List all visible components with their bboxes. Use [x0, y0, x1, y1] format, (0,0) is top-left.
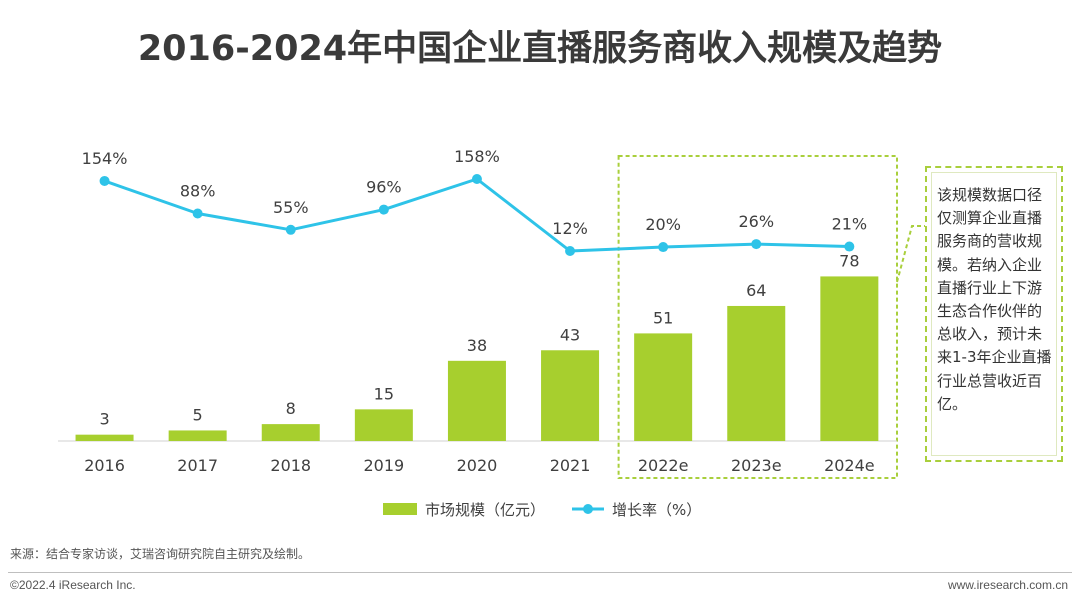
growth-point-2016 — [99, 175, 110, 186]
x-tick-label: 2023e — [731, 456, 782, 475]
growth-value-label: 26% — [738, 212, 774, 231]
bar-2024e — [820, 276, 879, 441]
bar-value-label: 3 — [99, 410, 109, 429]
legend-label-line: 增长率（%） — [612, 501, 701, 519]
bar-2022e — [634, 333, 693, 441]
growth-point-2024e — [844, 241, 855, 252]
bar-2020 — [447, 360, 506, 441]
x-tick-label: 2020 — [457, 456, 498, 475]
growth-point-2021 — [565, 246, 576, 256]
bar-2018 — [261, 424, 320, 441]
growth-point-2019 — [378, 204, 389, 215]
forecast-box — [617, 155, 898, 479]
bar-value-label: 5 — [193, 405, 203, 424]
forecast-connector — [896, 225, 926, 283]
bar-value-label: 64 — [746, 281, 766, 300]
source-note: 来源：结合专家访谈，艾瑞咨询研究院自主研究及绘制。 — [10, 547, 311, 561]
growth-point-2023e — [751, 239, 762, 250]
bar-2017 — [168, 430, 227, 441]
growth-value-label: 96% — [366, 178, 402, 197]
x-tick-label: 2017 — [177, 456, 218, 475]
note-box: 该规模数据口径仅测算企业直播服务商的营收规模。若纳入企业直播行业上下游生态合作伙… — [925, 166, 1063, 462]
growth-value-label: 154% — [82, 149, 128, 168]
page-title: 2016-2024年中国企业直播服务商收入规模及趋势 — [137, 29, 943, 69]
growth-point-2017 — [192, 208, 203, 219]
growth-point-2022e — [658, 242, 669, 253]
bar-value-label: 78 — [839, 251, 859, 270]
x-tick-label: 2022e — [638, 456, 689, 475]
growth-value-label: 158% — [454, 147, 500, 166]
x-tick-label: 2016 — [84, 456, 125, 475]
bar-2023e — [727, 305, 786, 441]
x-tick-label: 2021 — [550, 456, 591, 475]
bar-2016 — [75, 434, 134, 441]
legend-swatch-bar — [383, 503, 417, 515]
legend-label-bar: 市场规模（亿元） — [425, 501, 545, 519]
bar-2021 — [541, 350, 600, 441]
growth-point-2018 — [285, 224, 296, 235]
x-tick-label: 2018 — [270, 456, 311, 475]
bar-value-label: 51 — [653, 308, 673, 327]
growth-value-label: 12% — [552, 219, 588, 238]
bar-value-label: 15 — [374, 384, 394, 403]
x-tick-label: 2024e — [824, 456, 875, 475]
footer-divider — [8, 572, 1072, 573]
bar-value-label: 43 — [560, 325, 580, 344]
note-text: 该规模数据口径仅测算企业直播服务商的营收规模。若纳入企业直播行业上下游生态合作伙… — [937, 186, 1052, 413]
growth-point-2020 — [471, 174, 482, 184]
x-tick-label: 2019 — [363, 456, 404, 475]
bar-2019 — [354, 409, 413, 441]
growth-value-label: 88% — [180, 182, 216, 201]
growth-value-label: 20% — [645, 215, 681, 234]
growth-value-label: 55% — [273, 198, 309, 217]
growth-value-label: 21% — [832, 215, 868, 234]
bar-value-label: 8 — [286, 399, 296, 418]
bar-value-label: 38 — [467, 336, 487, 355]
legend-swatch-point — [583, 504, 593, 514]
website-link[interactable]: www.iresearch.com.cn — [947, 578, 1068, 592]
chart: 3 2016 5 2017 8 2018 15 2019 38 2020 43 2021 51 2022e… — [58, 147, 926, 519]
copyright: ©2022.4 iResearch Inc. — [10, 578, 136, 592]
